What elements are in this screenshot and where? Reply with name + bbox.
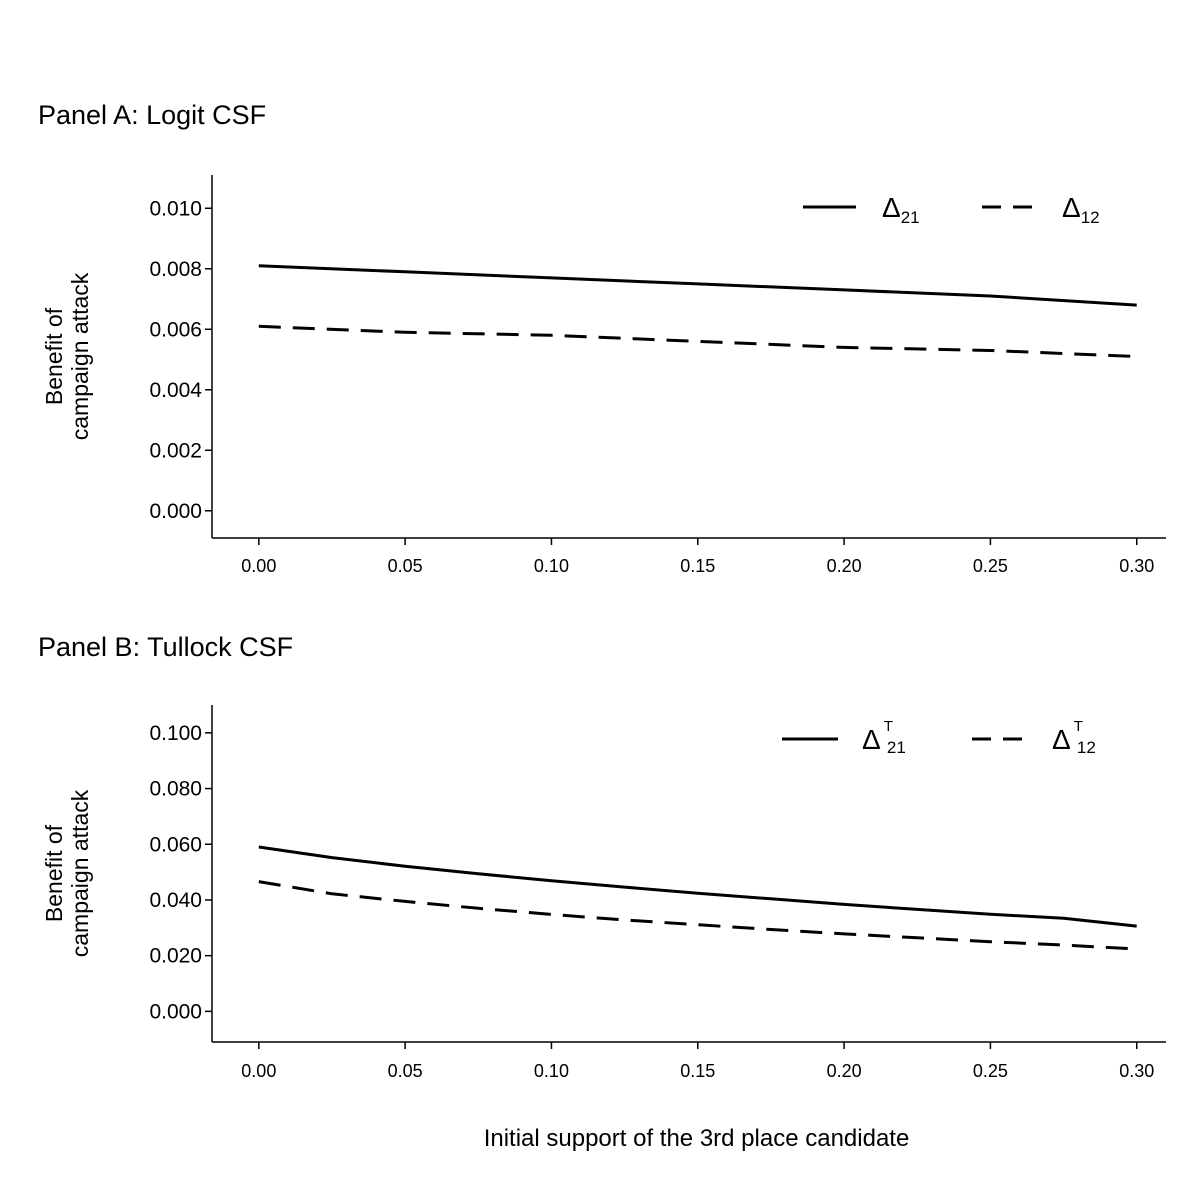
- legend-label-12: Δ12: [1062, 192, 1100, 227]
- x-tick-label: 0.25: [973, 556, 1008, 576]
- y-tick-label: 0.080: [149, 778, 202, 801]
- x-tick-label: 0.20: [827, 556, 862, 576]
- series-line-12: [258, 324, 1137, 358]
- legend-label-21: Δ21: [882, 192, 920, 227]
- y-tick-label: 0.004: [149, 379, 202, 402]
- y-tick-label: 0.100: [149, 722, 202, 745]
- y-tick-label: 0.000: [149, 500, 202, 523]
- panel-b-title: Panel B: Tullock CSF: [38, 632, 294, 662]
- y-tick-label: 0.040: [149, 889, 202, 912]
- x-tick-label: 0.00: [241, 556, 276, 576]
- series-line-21: [258, 845, 1137, 928]
- panel-a-plot: 0.000 0.002 0.004 0.006 0.008 0.010 0.00 0.05 0.…: [41, 175, 1166, 576]
- panel-b-plot: 0.000 0.020 0.040 0.060 0.080 0.100 0.00 0.05 0.…: [41, 705, 1166, 1081]
- x-tick-label: 0.30: [1119, 556, 1154, 576]
- x-tick-label: 0.10: [534, 1061, 569, 1081]
- y-tick-label: 0.006: [149, 318, 202, 341]
- legend-label-12: Δ T 12: [1052, 718, 1096, 757]
- series-line-21: [258, 264, 1137, 307]
- y-tick-label: 0.060: [149, 833, 202, 856]
- y-axis-label-line2: campaign attack: [67, 272, 93, 440]
- y-tick-label: 0.010: [149, 197, 202, 220]
- x-tick-label: 0.15: [680, 1061, 715, 1081]
- y-axis-label-line2: campaign attack: [67, 789, 93, 957]
- panel-a-title: Panel A: Logit CSF: [38, 100, 267, 130]
- x-axis-label: Initial support of the 3rd place candida…: [483, 1125, 910, 1152]
- x-tick-label: 0.15: [680, 556, 715, 576]
- x-tick-label: 0.05: [388, 556, 423, 576]
- y-axis-label-line1: Benefit of: [41, 824, 67, 922]
- series-line-12: [258, 880, 1137, 951]
- x-tick-label: 0.05: [388, 1061, 423, 1081]
- y-axis-label-line1: Benefit of: [41, 307, 67, 405]
- x-tick-label: 0.10: [534, 556, 569, 576]
- legend-label-21: Δ T 21: [862, 718, 906, 757]
- x-tick-label: 0.25: [973, 1061, 1008, 1081]
- y-tick-label: 0.020: [149, 945, 202, 968]
- x-tick-label: 0.20: [827, 1061, 862, 1081]
- y-tick-label: 0.008: [149, 258, 202, 281]
- x-tick-label: 0.30: [1119, 1061, 1154, 1081]
- y-tick-label: 0.002: [149, 439, 202, 462]
- x-tick-label: 0.00: [241, 1061, 276, 1081]
- y-tick-label: 0.000: [149, 1000, 202, 1023]
